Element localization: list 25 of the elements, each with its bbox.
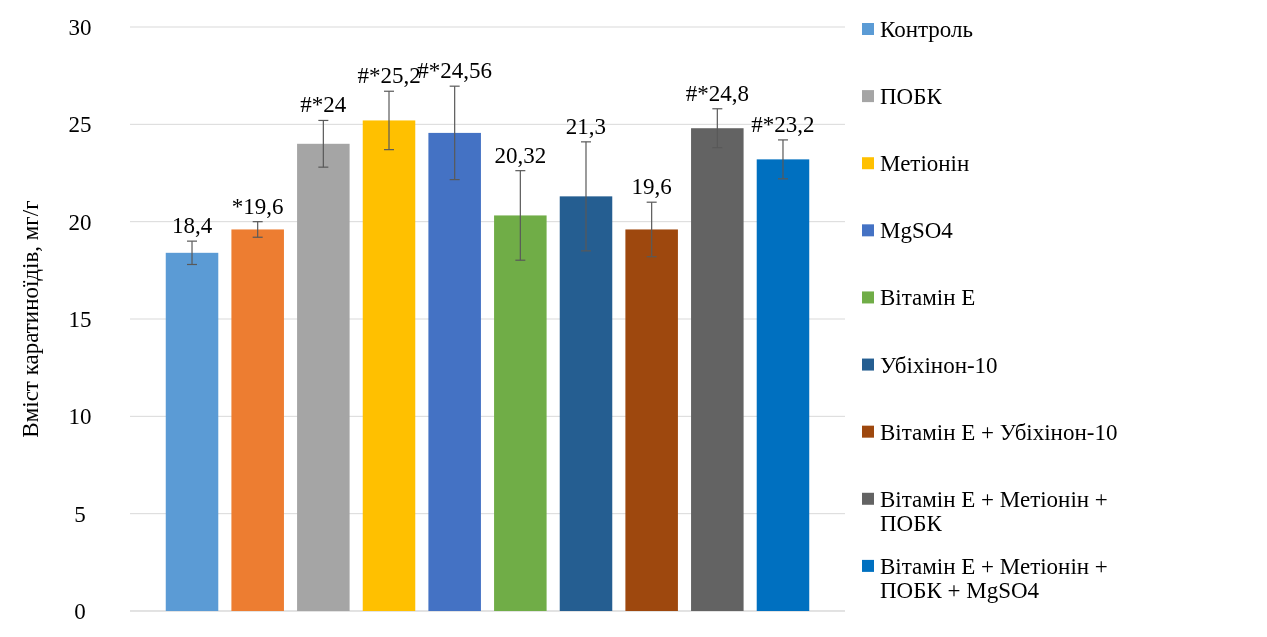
legend-label: Убіхінон-10 [880,352,998,378]
data-label: *19,6 [231,193,284,219]
y-tick-label: 30 [68,15,92,41]
legend-label: Контроль [880,17,973,43]
y-tick-label: 15 [68,307,92,333]
y-tick-label: 25 [68,112,92,138]
legend-label: MgSO4 [880,218,954,244]
legend-label: Вітамін Е + Метіонін + ПОБК + MgSO4 [880,553,1108,603]
y-tick-label: 10 [68,404,92,430]
y-tick-label: 0 [74,599,86,625]
legend-label: Вітамін Е + Метіонін + ПОБК [880,486,1108,536]
data-label: 18,4 [171,213,213,239]
y-tick-label: 20 [68,209,92,235]
data-label: #*24 [300,92,347,118]
data-label: 21,3 [565,113,607,139]
data-label: 20,32 [494,142,547,168]
legend-label: ПОБК [880,84,943,110]
y-tick-label: 5 [74,501,86,527]
data-label: #*24,8 [685,80,749,106]
data-label: 19,6 [631,174,672,200]
legend-label: Вітамін Е [880,285,976,311]
data-label: #*23,2 [751,111,815,137]
legend-label: Метіонін [880,151,970,177]
y-axis-title: Вміст каратиноїдів, мг/г [18,200,43,438]
legend-label: Вітамін Е + Убіхінон-10 [880,419,1118,445]
